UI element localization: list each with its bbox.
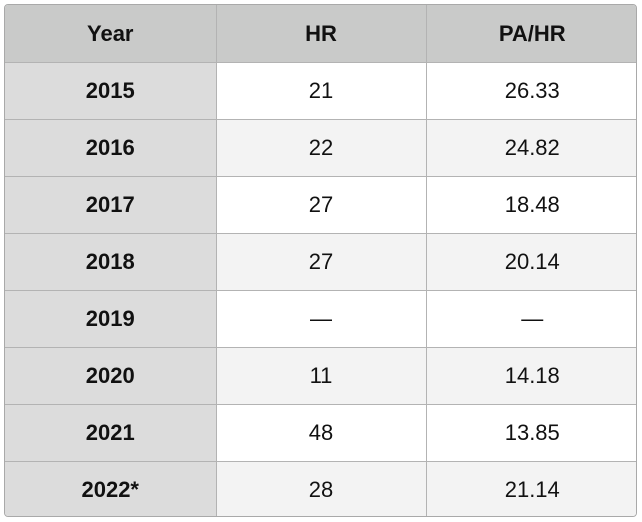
value-cell: 18.48 [425, 176, 636, 234]
value-cell: 27 [215, 176, 427, 234]
year-cell: 2016 [5, 119, 217, 177]
value-cell: 28 [215, 461, 427, 516]
header-cell: PA/HR [425, 5, 636, 63]
year-cell: 2015 [5, 62, 217, 120]
value-cell: 21 [215, 62, 427, 120]
table-row: 2021 48 13.85 [5, 404, 636, 462]
value-cell: 14.18 [425, 347, 636, 405]
value-cell: 22 [215, 119, 427, 177]
value-cell: 13.85 [425, 404, 636, 462]
value-cell: 20.14 [425, 233, 636, 291]
table-row: 2022* 28 21.14 [5, 461, 636, 516]
year-cell: 2021 [5, 404, 217, 462]
year-cell: 2019 [5, 290, 217, 348]
table-row: 2018 27 20.14 [5, 233, 636, 291]
stats-table: Year HR PA/HR 2015 21 26.33 2016 22 24.82 2017 27… [5, 5, 636, 516]
value-cell: — [425, 290, 636, 348]
table-row: 2020 11 14.18 [5, 347, 636, 405]
year-cell: 2022* [5, 461, 217, 516]
value-cell: — [215, 290, 427, 348]
table-body: 2015 21 26.33 2016 22 24.82 2017 27 18.48 2018 27 2… [5, 62, 636, 516]
table-row: 2017 27 18.48 [5, 176, 636, 234]
table-frame: Year HR PA/HR 2015 21 26.33 2016 22 24.82 2017 27… [4, 4, 637, 517]
value-cell: 21.14 [425, 461, 636, 516]
header-cell: Year [5, 5, 217, 63]
value-cell: 24.82 [425, 119, 636, 177]
value-cell: 11 [215, 347, 427, 405]
header-cell: HR [215, 5, 427, 63]
value-cell: 48 [215, 404, 427, 462]
value-cell: 27 [215, 233, 427, 291]
value-cell: 26.33 [425, 62, 636, 120]
table-row: 2016 22 24.82 [5, 119, 636, 177]
table-row: 2015 21 26.33 [5, 62, 636, 120]
table-row: 2019— — [5, 290, 636, 348]
year-cell: 2017 [5, 176, 217, 234]
year-cell: 2018 [5, 233, 217, 291]
header-row: Year HR PA/HR [5, 5, 636, 63]
year-cell: 2020 [5, 347, 217, 405]
